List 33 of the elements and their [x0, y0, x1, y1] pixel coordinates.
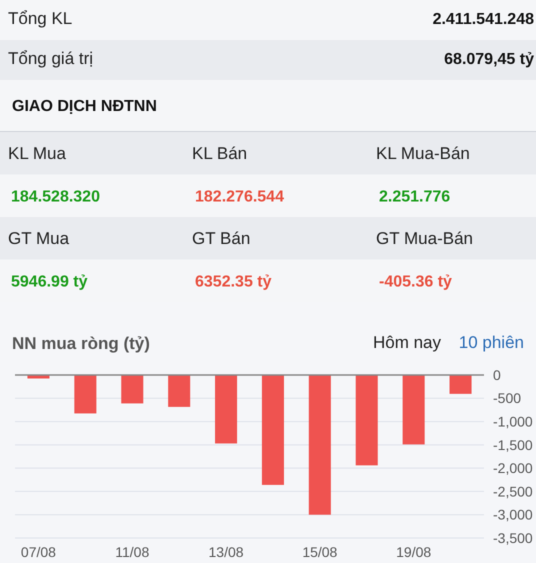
- text: 2.411.541.248: [432, 11, 534, 28]
- text: 68.079,45 tỷ: [444, 51, 534, 68]
- y-tick-label: -3,000: [493, 506, 533, 523]
- text: GT Mua: [8, 229, 70, 248]
- x-tick-label: 15/08: [302, 544, 338, 560]
- text: Hôm nay: [372, 333, 442, 352]
- text: 182.276.544: [195, 188, 284, 206]
- text: Tổng KL: [8, 9, 72, 28]
- x-tick-label: 07/08: [20, 544, 56, 560]
- text: GT Bán: [192, 229, 250, 248]
- text: Tổng giá trị: [8, 49, 94, 68]
- x-tick-label: 11/08: [115, 544, 150, 560]
- text: KL Mua-Bán: [376, 144, 470, 163]
- y-tick-label: -2,500: [493, 483, 533, 500]
- y-tick-label: -1,500: [493, 436, 533, 453]
- text: 5946.99 tỷ: [11, 274, 88, 290]
- text: GIAO DỊCH NĐTNN: [12, 98, 157, 115]
- text: 2.251.776: [379, 188, 450, 206]
- y-tick-label: -3,500: [493, 530, 533, 546]
- text: 10 phiên: [458, 333, 524, 352]
- text: KL Mua: [8, 144, 66, 163]
- x-tick-label: 19/08: [396, 544, 432, 560]
- y-tick-label: -500: [493, 390, 522, 406]
- y-tick-label: -2,000: [493, 460, 533, 476]
- y-tick-label: 0: [493, 366, 501, 383]
- text: 6352.35 tỷ: [195, 274, 272, 290]
- x-tick-label: 13/08: [208, 544, 244, 560]
- text: -405.36 tỷ: [379, 274, 452, 290]
- text: 184.528.320: [11, 188, 100, 206]
- text: KL Bán: [192, 144, 248, 163]
- chart-title: NN mua ròng (tỷ): [12, 334, 150, 353]
- y-tick-label: -1,000: [493, 413, 533, 430]
- text: GT Mua-Bán: [376, 229, 474, 248]
